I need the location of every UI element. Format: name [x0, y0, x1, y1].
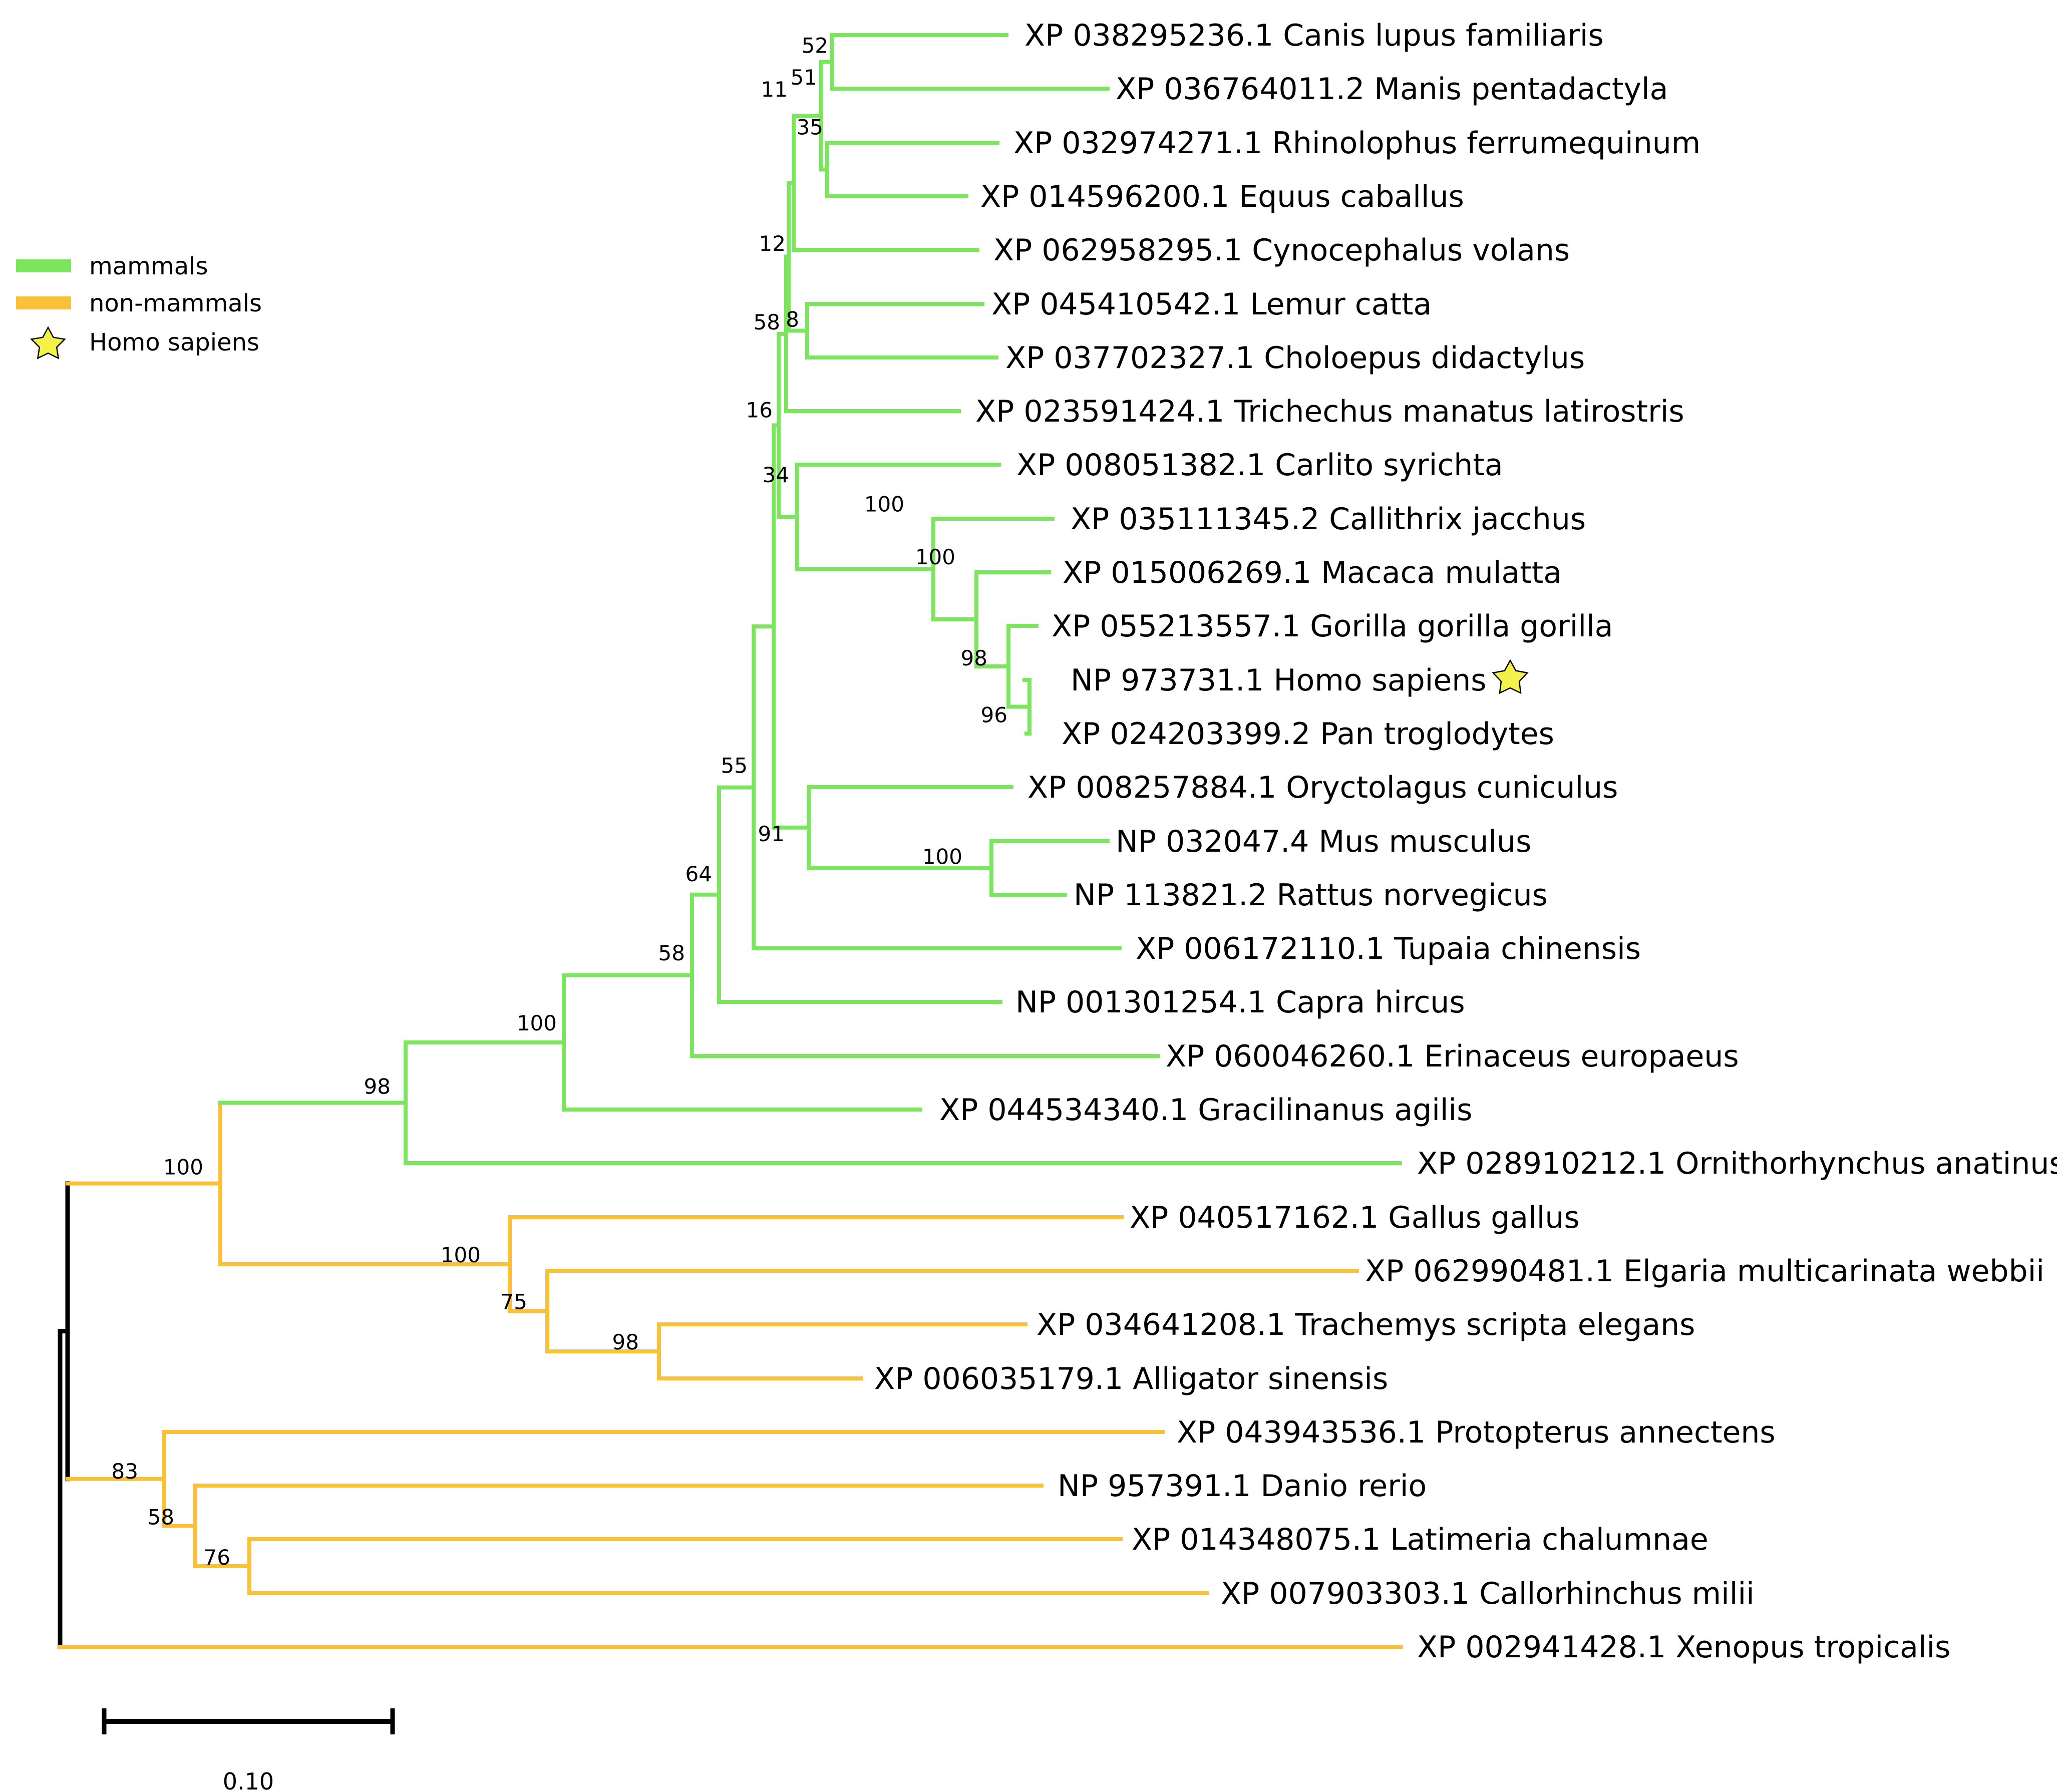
bootstrap-value: 11 — [761, 77, 788, 102]
taxon-label: XP 036764011.2 Manis pentadactyla — [1116, 72, 1668, 107]
taxon-label: XP 006172110.1 Tupaia chinensis — [1136, 931, 1641, 966]
bootstrap-value: 58 — [658, 941, 685, 965]
tree-branches — [58, 33, 1403, 1649]
bootstrap-value: 76 — [204, 1545, 230, 1570]
taxon-label: XP 037702327.1 Choloepus didactylus — [1005, 340, 1585, 376]
bootstrap-value: 100 — [441, 1243, 481, 1267]
bootstrap-value: 100 — [163, 1155, 203, 1180]
taxon-label: XP 032974271.1 Rhinolophus ferrumequinum — [1013, 126, 1700, 161]
taxon-label: XP 002941428.1 Xenopus tropicalis — [1417, 1630, 1950, 1665]
bootstrap-value: 91 — [758, 822, 785, 846]
legend-non-mammals-swatch — [16, 296, 71, 309]
taxon-label: XP 014596200.1 Equus caballus — [980, 179, 1464, 214]
taxon-label: XP 045410542.1 Lemur catta — [991, 287, 1432, 322]
bootstrap-value: 96 — [981, 703, 1007, 728]
taxon-label: XP 014348075.1 Latimeria chalumnae — [1132, 1522, 1708, 1557]
taxon-label: XP 038295236.1 Canis lupus familiaris — [1024, 18, 1604, 53]
legend-mammals-label: mammals — [89, 252, 208, 280]
bootstrap-labels: 52 35 5111 8 12 58 96 98 100 100 34 16 100 91 55 64 58 10… — [112, 34, 1007, 1570]
taxon-label: XP 062958295.1 Cynocephalus volans — [993, 233, 1570, 268]
bootstrap-value: 98 — [612, 1330, 639, 1354]
scale-bar-label: 0.10 — [223, 1768, 274, 1792]
bootstrap-value: 55 — [721, 754, 748, 778]
bootstrap-value: 52 — [802, 34, 828, 58]
taxon-label: NP 973731.1 Homo sapiens — [1071, 663, 1487, 698]
legend-star-icon — [30, 326, 66, 360]
bootstrap-value: 100 — [517, 1011, 557, 1035]
bootstrap-value: 12 — [759, 231, 786, 256]
taxon-label: XP 040517162.1 Gallus gallus — [1130, 1200, 1580, 1235]
legend-mammals-swatch — [16, 259, 71, 272]
taxon-labels: XP 038295236.1 Canis lupus familiaris XP … — [874, 18, 2057, 1665]
taxon-label: NP 113821.2 Rattus norvegicus — [1074, 878, 1548, 913]
taxon-label: XP 008051382.1 Carlito syrichta — [1016, 448, 1503, 483]
bootstrap-value: 83 — [112, 1459, 138, 1484]
taxon-label: XP 023591424.1 Trichechus manatus latiro… — [975, 394, 1684, 429]
taxon-label: NP 032047.4 Mus musculus — [1116, 824, 1531, 859]
bootstrap-value: 51 — [791, 65, 817, 90]
bootstrap-value: 58 — [148, 1505, 174, 1530]
legend-homo-sapiens-label: Homo sapiens — [89, 328, 259, 356]
taxon-label: NP 001301254.1 Capra hircus — [1015, 985, 1465, 1020]
taxon-label: XP 055213557.1 Gorilla gorilla gorilla — [1052, 609, 1613, 644]
taxon-label: XP 028910212.1 Ornithorhynchus anatinus — [1417, 1146, 2057, 1181]
bootstrap-value: 34 — [763, 463, 789, 487]
bootstrap-value: 100 — [915, 545, 955, 569]
taxon-label: XP 015006269.1 Macaca mulatta — [1063, 555, 1562, 590]
taxon-label: XP 044534340.1 Gracilinanus agilis — [939, 1093, 1472, 1128]
taxon-label: XP 008257884.1 Oryctolagus cuniculus — [1027, 770, 1618, 805]
bootstrap-value: 75 — [501, 1290, 527, 1314]
bootstrap-value: 98 — [961, 646, 987, 670]
homo-sapiens-star-icon — [1492, 659, 1529, 694]
taxon-label: XP 060046260.1 Erinaceus europaeus — [1166, 1039, 1739, 1074]
taxon-label: XP 034641208.1 Trachemys scripta elegans — [1037, 1307, 1695, 1342]
bootstrap-value: 64 — [685, 862, 712, 886]
taxon-label: XP 043943536.1 Protopterus annectens — [1177, 1415, 1776, 1450]
taxon-label: NP 957391.1 Danio rerio — [1058, 1469, 1427, 1504]
bootstrap-value: 100 — [922, 845, 962, 869]
bootstrap-value: 100 — [864, 492, 904, 516]
legend: mammals non-mammals Homo sapiens — [16, 252, 262, 360]
taxon-label: XP 035111345.2 Callithrix jacchus — [1071, 502, 1586, 537]
bootstrap-value: 98 — [364, 1074, 391, 1099]
taxon-label: XP 007903303.1 Callorhinchus milii — [1221, 1576, 1755, 1611]
bootstrap-value: 35 — [797, 115, 823, 140]
taxon-label: XP 062990481.1 Elgaria multicarinata web… — [1365, 1254, 2044, 1289]
bootstrap-value: 16 — [746, 398, 773, 423]
legend-non-mammals-label: non-mammals — [89, 289, 262, 317]
bootstrap-value: 58 — [754, 310, 780, 334]
taxon-label: XP 024203399.2 Pan troglodytes — [1062, 716, 1554, 752]
scale-bar: 0.10 — [102, 1708, 395, 1792]
taxon-label: XP 006035179.1 Alligator sinensis — [874, 1361, 1388, 1396]
bootstrap-value: 8 — [786, 307, 799, 332]
